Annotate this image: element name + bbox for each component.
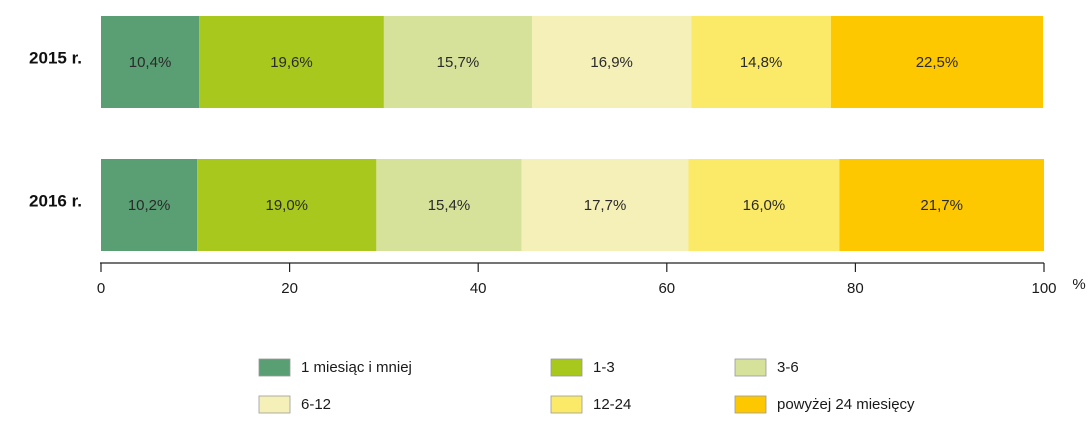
- data-label: 21,7%: [920, 197, 963, 214]
- data-label: 15,7%: [437, 54, 480, 71]
- legend-label: 3-6: [777, 359, 799, 376]
- data-label: 22,5%: [916, 54, 959, 71]
- bar-segment: [521, 159, 689, 251]
- x-axis: 0 20 40 60 80 100%: [97, 262, 1086, 297]
- data-label: 10,4%: [129, 54, 172, 71]
- bar-segment: [376, 159, 522, 251]
- x-tick-label: 0: [97, 280, 105, 297]
- bar-segment: [101, 159, 198, 251]
- data-label: 17,7%: [584, 197, 627, 214]
- legend-label: 1-3: [593, 359, 615, 376]
- data-label: 19,0%: [265, 197, 308, 214]
- data-label: 16,0%: [743, 197, 786, 214]
- data-label: 19,6%: [270, 54, 313, 71]
- bar-segment: [199, 16, 384, 108]
- bar-segment: [839, 159, 1044, 251]
- x-tick-label: 60: [658, 280, 675, 297]
- legend-label: powyżej 24 miesięcy: [777, 396, 915, 413]
- legend: 1 miesiąc i mniej 1-3 3-6 6-12 12-24 powyżej …: [258, 358, 915, 414]
- x-tick-label: 100: [1031, 280, 1056, 297]
- x-tick-label: 20: [281, 280, 298, 297]
- bar-segment: [383, 16, 532, 108]
- legend-swatch: [550, 358, 583, 377]
- data-label: 14,8%: [740, 54, 783, 71]
- x-tick-label: 80: [847, 280, 864, 297]
- legend-swatch: [734, 358, 767, 377]
- legend-swatch: [258, 395, 291, 414]
- bar-segment: [197, 159, 377, 251]
- legend-swatch: [734, 395, 767, 414]
- legend-swatch: [550, 395, 583, 414]
- data-label: 16,9%: [590, 54, 633, 71]
- data-label: 15,4%: [428, 197, 471, 214]
- bars-group: 2015 r. 10,4% 19,6% 15,7% 16,9% 14,8% 22,5% 201…: [29, 16, 1044, 251]
- legend-label: 12-24: [593, 396, 631, 413]
- data-label: 10,2%: [128, 197, 171, 214]
- legend-label: 6-12: [301, 396, 331, 413]
- bar-segment: [688, 159, 840, 251]
- category-label: 2015 r.: [29, 48, 82, 67]
- legend-swatch: [258, 358, 291, 377]
- legend-label: 1 miesiąc i mniej: [301, 359, 412, 376]
- x-unit-label: %: [1072, 276, 1085, 293]
- bar-segment: [830, 16, 1044, 108]
- x-tick-label: 40: [470, 280, 487, 297]
- bar-segment: [101, 16, 200, 108]
- bar-segment: [691, 16, 831, 108]
- bar-segment: [531, 16, 692, 108]
- category-label: 2016 r.: [29, 191, 82, 210]
